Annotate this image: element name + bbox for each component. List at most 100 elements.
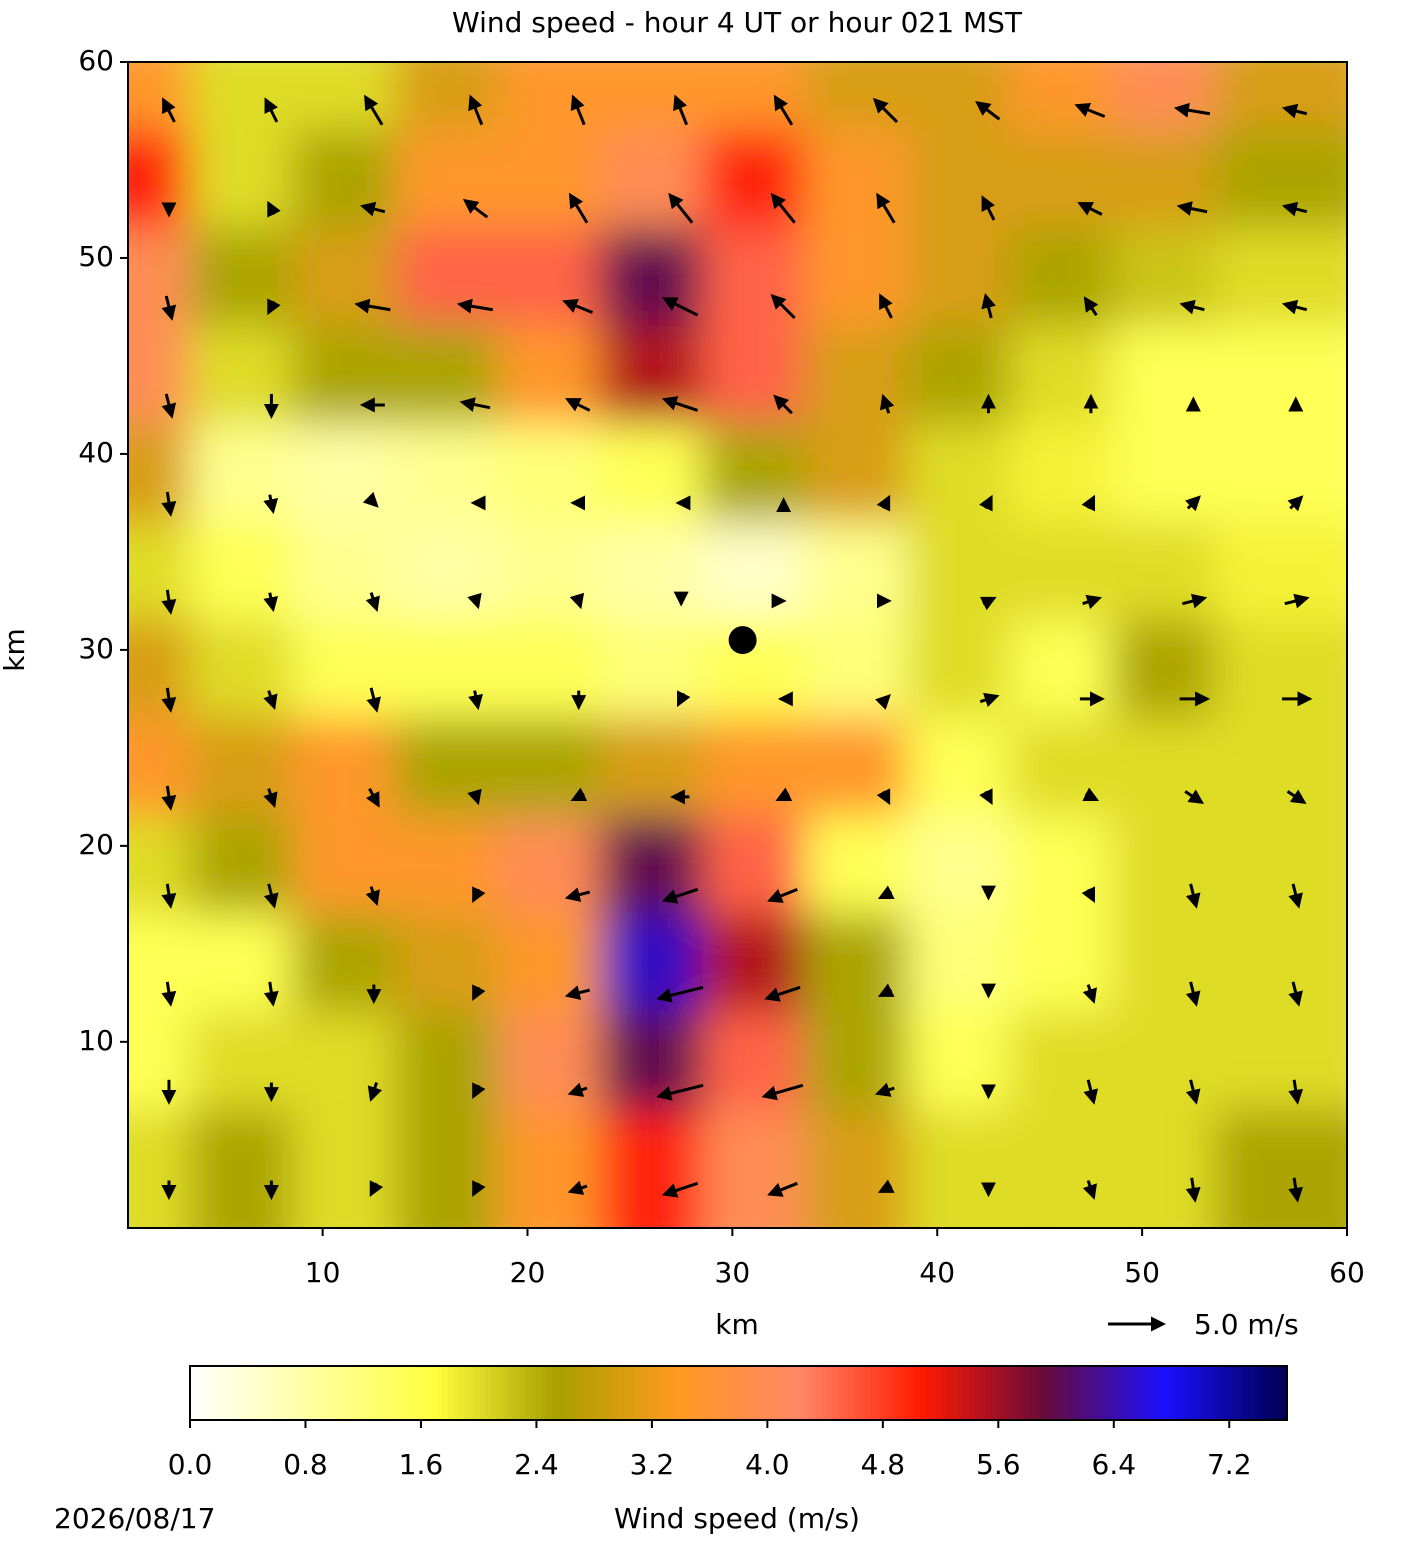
- colorbar-segment: [277, 1366, 284, 1420]
- wind-arrow: [1176, 201, 1208, 216]
- wind-arrow: [1185, 883, 1201, 909]
- colorbar-segment: [1062, 1366, 1069, 1420]
- colorbar-segment: [266, 1366, 273, 1420]
- wind-arrow: [570, 94, 586, 126]
- wind-arrow: [161, 981, 177, 1007]
- colorbar-segment: [1166, 1366, 1173, 1420]
- wind-arrow: [775, 787, 793, 801]
- colorbar-segment: [552, 1366, 559, 1420]
- colorbar-segment: [809, 1366, 816, 1420]
- colorbar-segment: [996, 1366, 1003, 1420]
- colorbar-segment: [985, 1366, 992, 1420]
- colorbar-segment: [733, 1366, 740, 1420]
- colorbar-segment: [546, 1366, 553, 1420]
- colorbar-segment: [892, 1366, 899, 1420]
- wind-arrow: [567, 1082, 588, 1097]
- date-label: 2026/08/17: [54, 1502, 215, 1535]
- colorbar-segment: [1210, 1366, 1217, 1420]
- colorbar-segment: [283, 1366, 290, 1420]
- x-tick-label: 20: [510, 1256, 546, 1289]
- colorbar-segment: [815, 1366, 822, 1420]
- wind-arrow: [570, 787, 588, 801]
- wind-arrow: [462, 198, 489, 219]
- wind-arrow: [761, 1083, 804, 1101]
- colorbar-segment: [590, 1366, 597, 1420]
- colorbar-segment: [535, 1366, 542, 1420]
- colorbar-segment: [360, 1366, 367, 1420]
- colorbar-segment: [1248, 1366, 1255, 1420]
- colorbar-segment: [1177, 1366, 1184, 1420]
- colorbar-segment: [222, 1366, 229, 1420]
- colorbar-segment: [700, 1366, 707, 1420]
- colorbar-segment: [678, 1366, 685, 1420]
- wind-arrow: [1074, 102, 1106, 118]
- colorbar-segment: [738, 1366, 745, 1420]
- wind-arrow: [1287, 495, 1304, 512]
- wind-arrow: [661, 1181, 699, 1198]
- wind-arrow: [359, 201, 386, 217]
- wind-arrow: [1288, 1177, 1304, 1203]
- colorbar-segment: [288, 1366, 295, 1420]
- wind-arrow: [467, 592, 482, 610]
- colorbar-segment: [650, 1366, 657, 1420]
- colorbar-segment: [1281, 1366, 1288, 1420]
- wind-arrow: [767, 1181, 798, 1197]
- colorbar-segment: [1254, 1366, 1261, 1420]
- colorbar-tick-label: 0.8: [283, 1448, 328, 1481]
- wind-arrow: [1081, 494, 1095, 512]
- wind-arrow: [1281, 201, 1308, 217]
- colorbar-segment: [1089, 1366, 1096, 1420]
- wind-arrow: [567, 1180, 588, 1195]
- colorbar-segment: [1073, 1366, 1080, 1420]
- colorbar-segment: [667, 1366, 674, 1420]
- colorbar-segment: [798, 1366, 805, 1420]
- colorbar-segment: [716, 1366, 723, 1420]
- colorbar-segment: [963, 1366, 970, 1420]
- x-tick-label: 10: [305, 1256, 341, 1289]
- colorbar-segment: [623, 1366, 630, 1420]
- wind-arrow: [1181, 593, 1208, 609]
- wind-arrow: [1288, 883, 1303, 909]
- colorbar-segment: [195, 1366, 202, 1420]
- colorbar-segment: [524, 1366, 531, 1420]
- colorbar-segment: [261, 1366, 268, 1420]
- wind-arrow: [263, 592, 279, 613]
- colorbar-segment: [859, 1366, 866, 1420]
- colorbar-segment: [1226, 1366, 1233, 1420]
- colorbar-segment: [941, 1366, 948, 1420]
- wind-arrow: [564, 985, 591, 1000]
- colorbar-segment: [1023, 1366, 1030, 1420]
- wind-arrow: [979, 494, 993, 512]
- colorbar-segment: [1007, 1366, 1014, 1420]
- colorbar-segment: [365, 1366, 372, 1420]
- colorbar-segment: [1111, 1366, 1118, 1420]
- wind-arrow: [365, 592, 380, 613]
- colorbar-segment: [1265, 1366, 1272, 1420]
- wind-arrow: [1082, 1180, 1097, 1200]
- colorbar-segment: [864, 1366, 871, 1420]
- colorbar-segment: [338, 1366, 345, 1420]
- wind-arrow: [677, 690, 691, 708]
- colorbar-segment: [1133, 1366, 1140, 1420]
- wind-arrow: [979, 692, 1000, 708]
- wind-arrow: [161, 785, 177, 811]
- colorbar-segment: [1056, 1366, 1063, 1420]
- wind-arrow: [981, 293, 996, 319]
- colorbar-segment: [332, 1366, 339, 1420]
- wind-arrow: [975, 100, 1001, 121]
- colorbar-segment: [1029, 1366, 1036, 1420]
- wind-arrow: [1185, 495, 1201, 512]
- colorbar-segment: [447, 1366, 454, 1420]
- colorbar-segment: [754, 1366, 762, 1420]
- colorbar-segment: [634, 1366, 641, 1420]
- wind-arrow: [1083, 1079, 1099, 1105]
- wind-arrow: [879, 393, 895, 414]
- y-tick-label: 20: [78, 828, 114, 861]
- wind-arrow: [773, 94, 794, 126]
- wind-arrow: [161, 393, 177, 419]
- wind-arrow: [1179, 299, 1205, 315]
- wind-arrow: [161, 883, 177, 909]
- colorbar-segment: [1276, 1366, 1283, 1420]
- x-axis-label: km: [715, 1308, 759, 1341]
